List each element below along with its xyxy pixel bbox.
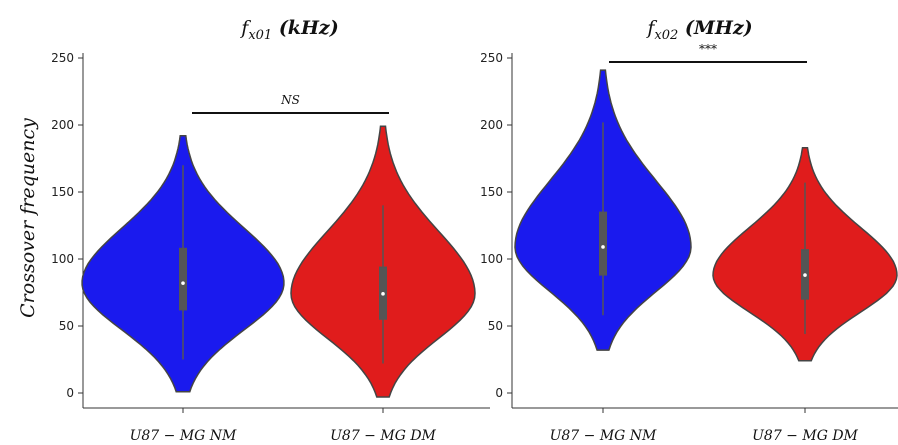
panel-title: fx02 (MHz) xyxy=(645,17,752,43)
y-axis-label: Crossover frequency xyxy=(17,118,39,318)
violin-iqr-box xyxy=(179,247,187,311)
violin-iqr-box xyxy=(599,211,607,276)
violin-median-dot xyxy=(181,281,185,285)
x-tick-label: U87 − MG NM xyxy=(130,428,237,444)
y-tick-label: 100 xyxy=(51,252,74,266)
y-tick-label: 200 xyxy=(51,118,74,132)
y-tick-label: 50 xyxy=(59,319,74,333)
x-tick-label: U87 − MG NM xyxy=(550,428,657,444)
significance-label: NS xyxy=(280,93,300,107)
y-tick-label: 50 xyxy=(488,319,503,333)
y-tick-label: 0 xyxy=(495,386,503,400)
significance-label: *** xyxy=(699,42,717,56)
panel-title: fx01 (kHz) xyxy=(239,17,338,43)
y-tick-label: 250 xyxy=(51,51,74,65)
y-tick-label: 200 xyxy=(480,118,503,132)
y-tick-label: 250 xyxy=(480,51,503,65)
violin-median-dot xyxy=(601,245,605,249)
y-tick-label: 150 xyxy=(480,185,503,199)
x-tick-label: U87 − MG DM xyxy=(752,428,858,444)
y-tick-label: 100 xyxy=(480,252,503,266)
x-tick-label: U87 − MG DM xyxy=(330,428,436,444)
y-tick-label: 150 xyxy=(51,185,74,199)
violin-median-dot xyxy=(803,273,807,277)
y-tick-label: 0 xyxy=(66,386,74,400)
violin-median-dot xyxy=(381,292,385,296)
